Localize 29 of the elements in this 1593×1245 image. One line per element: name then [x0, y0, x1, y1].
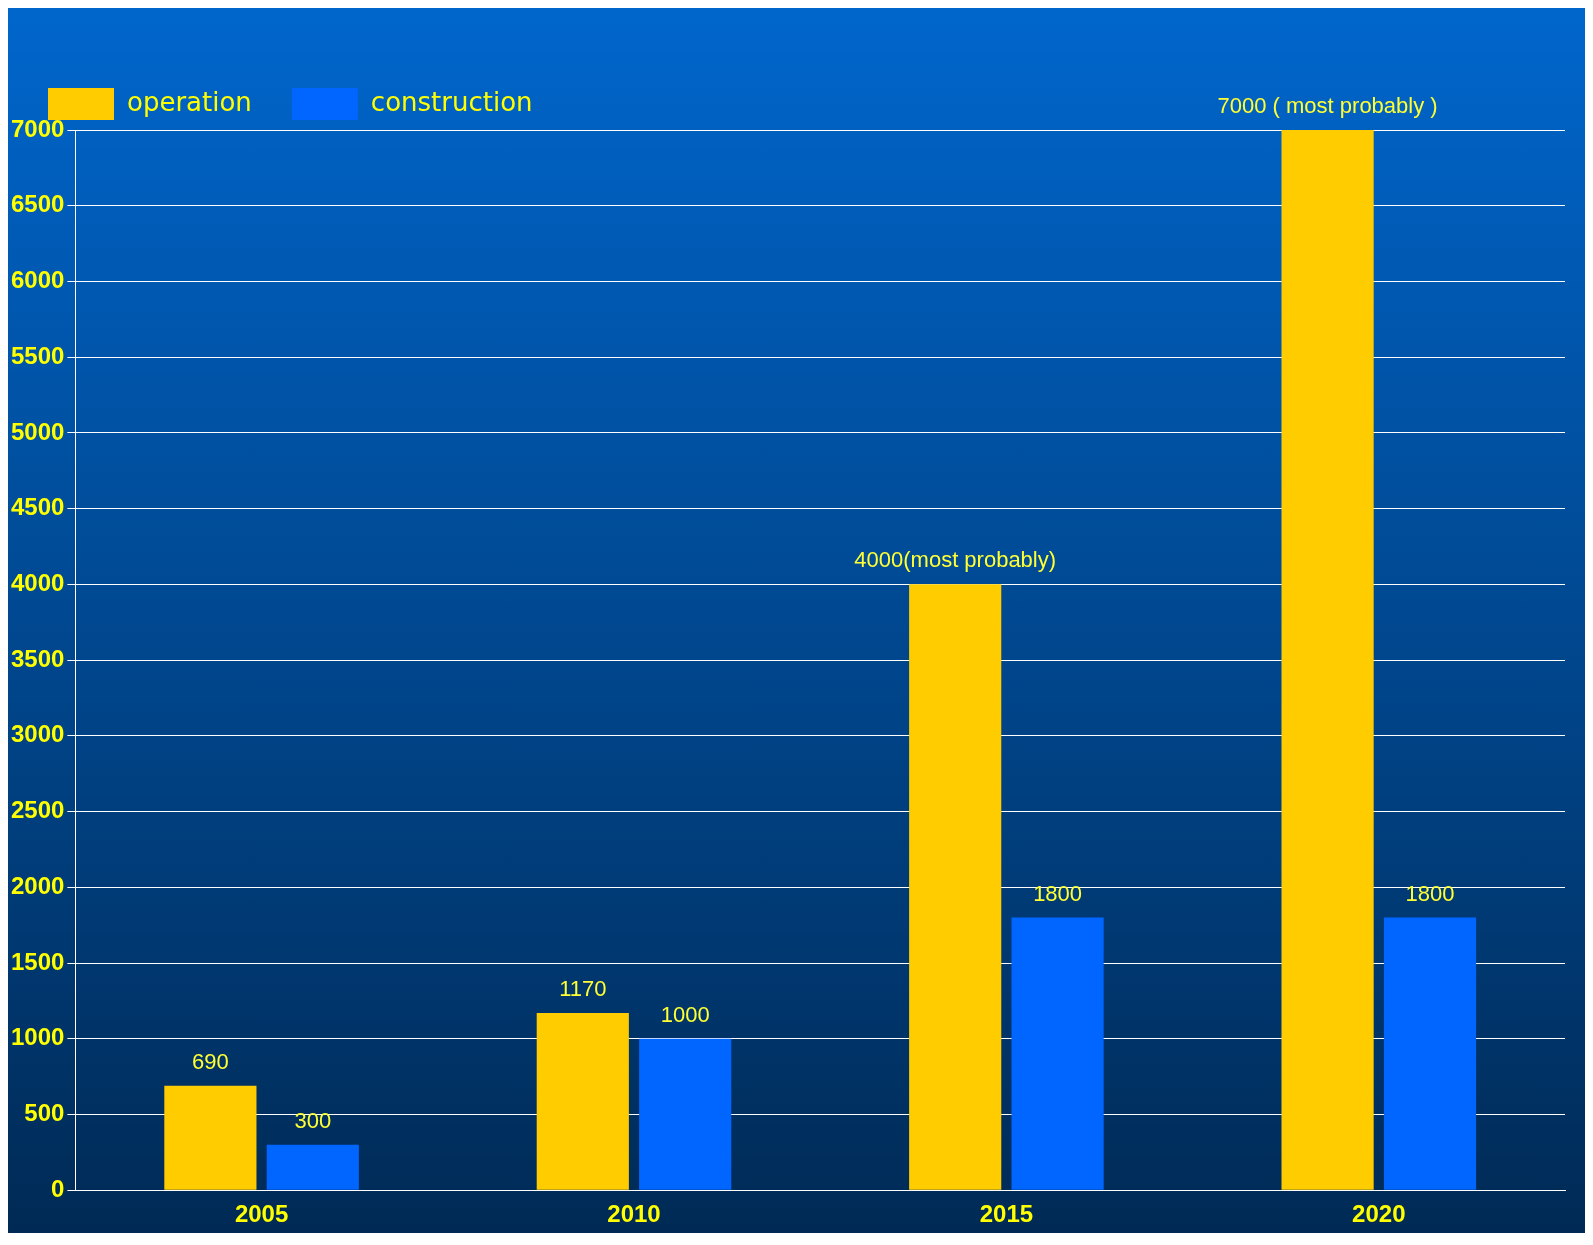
y-tick-label: 500 — [24, 1099, 65, 1127]
data-label: 1800 — [1405, 880, 1455, 906]
legend-label: operation — [127, 86, 252, 117]
y-tick-label: 5500 — [11, 341, 65, 369]
data-label: 1800 — [1033, 880, 1083, 906]
data-label: 1000 — [660, 1001, 710, 1027]
y-tick-label: 7000 — [11, 114, 65, 142]
y-tick-label: 4500 — [11, 493, 65, 521]
y-tick-label: 0 — [51, 1174, 65, 1202]
y-tick-label: 2500 — [11, 796, 65, 824]
data-label: 1170 — [559, 976, 607, 1002]
y-tick-label: 3500 — [11, 644, 65, 672]
y-tick-label: 5000 — [11, 417, 65, 445]
legend-label: construction — [370, 86, 533, 117]
data-label: 7000 ( most probably ) — [1217, 93, 1438, 119]
data-label: 690 — [192, 1048, 229, 1074]
y-tick-label: 6500 — [11, 190, 65, 218]
y-tick-label: 1000 — [11, 1023, 65, 1051]
y-tick-label: 1500 — [11, 947, 65, 975]
y-tick-label: 3000 — [11, 720, 65, 748]
y-tick-label: 4000 — [11, 569, 65, 596]
data-label: 4000(most probably) — [854, 547, 1057, 573]
x-tick-label: 2020 — [1352, 1200, 1406, 1228]
y-tick-label: 6000 — [11, 266, 65, 294]
x-tick-label: 2005 — [234, 1200, 289, 1228]
data-label: 300 — [294, 1107, 332, 1133]
x-tick-label: 2010 — [607, 1200, 661, 1228]
x-tick-label: 2015 — [979, 1200, 1034, 1228]
y-tick-label: 2000 — [11, 871, 65, 899]
